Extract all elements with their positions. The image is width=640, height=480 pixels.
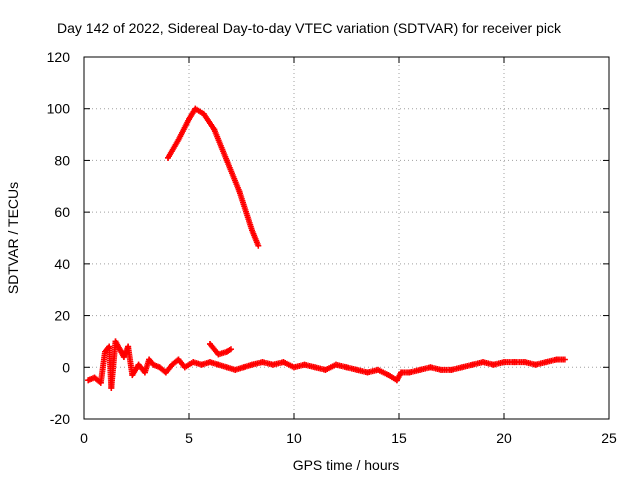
data-point	[106, 343, 113, 350]
data-point	[501, 359, 507, 366]
data-point	[354, 366, 360, 373]
data-point	[207, 341, 213, 348]
plot-frame	[83, 56, 610, 420]
data-point	[522, 359, 528, 366]
data-point	[280, 359, 287, 366]
data-point	[108, 384, 115, 391]
data-point	[398, 369, 405, 376]
y-tick-label: 60	[54, 204, 70, 220]
data-point	[333, 361, 339, 368]
data-point	[490, 361, 497, 368]
data-point	[236, 188, 243, 195]
x-axis-label: GPS time / hours	[293, 457, 400, 473]
data-point	[165, 154, 171, 161]
x-tick-label: 15	[391, 430, 407, 446]
data-point	[146, 356, 153, 363]
data-point	[240, 364, 247, 371]
y-axis-label: SDTVAR / TECUs	[5, 182, 21, 294]
data-point	[232, 366, 239, 373]
data-point	[141, 369, 148, 376]
y-tick-label: 0	[62, 359, 70, 375]
data-point	[385, 372, 392, 379]
data-point	[393, 377, 400, 384]
data-point	[116, 346, 123, 353]
x-tick-label: 20	[496, 430, 512, 446]
data-point	[181, 364, 188, 371]
data-point	[125, 343, 132, 350]
x-tick-label: 10	[286, 430, 302, 446]
data-point	[469, 361, 476, 368]
data-point	[215, 351, 222, 358]
data-point	[543, 359, 549, 366]
data-point	[561, 356, 568, 363]
data-point	[223, 364, 230, 371]
data-point	[207, 359, 213, 366]
data-point	[97, 379, 104, 386]
data-point	[480, 359, 486, 366]
data-point	[322, 366, 329, 373]
data-point	[511, 359, 518, 366]
data-point	[129, 372, 136, 379]
data-point	[249, 227, 255, 234]
data-point	[211, 126, 218, 133]
chart-title: Day 142 of 2022, Sidereal Day-to-day VTE…	[57, 20, 562, 36]
data-point	[175, 356, 182, 363]
data-point	[150, 361, 157, 368]
data-point	[406, 369, 413, 376]
data-point	[120, 353, 127, 360]
x-tick-label: 0	[80, 430, 88, 446]
data-point	[343, 364, 350, 371]
data-point	[200, 110, 207, 117]
data-point	[259, 359, 266, 366]
data-point	[102, 348, 108, 355]
data-point	[255, 242, 262, 249]
data-point	[301, 361, 308, 368]
series-sdtvar-low	[85, 338, 568, 391]
data-point	[228, 346, 234, 353]
data-point	[427, 364, 434, 371]
y-tick-label: 120	[47, 49, 71, 65]
data-point	[417, 366, 423, 373]
y-tick-label: -20	[50, 411, 70, 427]
y-tick-label: 80	[54, 152, 70, 168]
data-point	[198, 361, 205, 368]
data-point	[215, 361, 222, 368]
data-point	[169, 361, 176, 368]
data-point	[192, 105, 199, 112]
series-sdtvar-short	[207, 341, 234, 358]
data-point	[270, 361, 276, 368]
data-point	[364, 369, 371, 376]
data-point	[190, 359, 197, 366]
data-point	[448, 366, 455, 373]
data-point	[553, 356, 560, 363]
data-point	[223, 157, 230, 164]
data-point	[438, 366, 444, 373]
data-points	[85, 105, 568, 391]
x-tick-label: 5	[185, 430, 193, 446]
data-point	[223, 348, 230, 355]
data-point	[186, 116, 192, 123]
y-tick-label: 100	[47, 101, 71, 117]
tick-labels: 0 5 10 15 20 25 -20 0 20 40 60 80 100 120	[47, 49, 617, 446]
data-point	[375, 366, 381, 373]
data-point	[112, 338, 119, 345]
series-sdtvar	[165, 105, 262, 249]
axis-ticks	[83, 56, 610, 420]
data-point	[85, 377, 92, 384]
data-point	[156, 364, 163, 371]
data-point	[162, 369, 169, 376]
data-point	[175, 136, 182, 143]
y-tick-label: 20	[54, 308, 70, 324]
data-point	[291, 364, 297, 371]
x-tick-label: 25	[601, 430, 617, 446]
y-tick-label: 40	[54, 256, 70, 272]
series-trail	[165, 105, 261, 248]
data-point	[91, 374, 98, 381]
data-point	[312, 364, 318, 371]
data-point	[135, 361, 142, 368]
data-point	[459, 364, 465, 371]
data-point	[532, 361, 539, 368]
data-point	[249, 361, 255, 368]
